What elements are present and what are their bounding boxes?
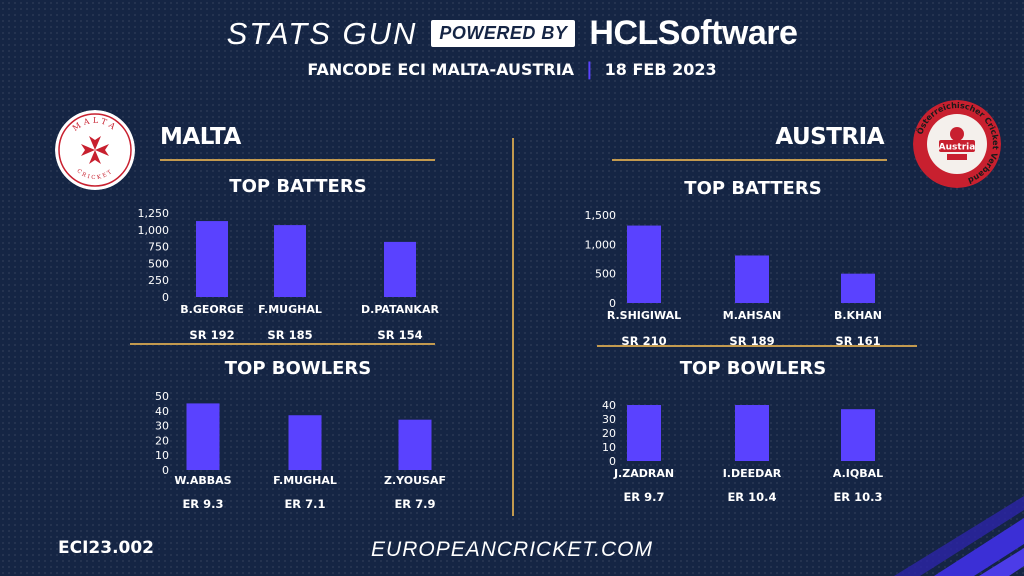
bar xyxy=(274,225,306,297)
malta-team-name: MALTA xyxy=(160,124,241,150)
bar xyxy=(735,255,769,303)
austria-section-divider xyxy=(597,345,917,347)
y-tick-label: 1,000 xyxy=(138,224,170,237)
y-tick-label: 10 xyxy=(155,449,169,462)
category-label: W.ABBAS xyxy=(174,474,231,487)
y-tick-label: 0 xyxy=(162,291,169,304)
y-tick-label: 0 xyxy=(609,455,616,468)
bar xyxy=(627,405,661,461)
footer-website-link[interactable]: EUROPEANCRICKET.COM xyxy=(371,538,653,561)
y-tick-label: 500 xyxy=(595,268,616,281)
category-label: D.PATANKAR xyxy=(361,303,439,316)
sponsor-logo-text: HCLSoftware xyxy=(589,14,798,52)
bar-sublabel: ER 9.7 xyxy=(623,490,664,504)
austria-batters-chart: 0 500 1,000 1,500 R.SHIGIWAL SR 210 M.AHSAN SR … xyxy=(585,209,883,348)
footer-code: ECI23.002 xyxy=(58,538,155,558)
bar-sublabel: SR 154 xyxy=(377,328,422,342)
header-banner: STATS GUN POWERED BY HCLSoftware xyxy=(0,14,1024,53)
bar xyxy=(186,403,220,470)
austria-team-name: AUSTRIA xyxy=(775,124,884,150)
y-tick-label: 0 xyxy=(162,464,169,477)
bar xyxy=(196,221,228,297)
category-label: I.DEEDAR xyxy=(723,467,782,480)
bar-sublabel: SR 210 xyxy=(621,334,666,348)
match-date: 18 FEB 2023 xyxy=(604,60,717,79)
malta-header-divider xyxy=(160,159,435,161)
center-divider xyxy=(512,138,514,516)
y-tick-label: 40 xyxy=(155,405,169,418)
bar xyxy=(384,241,416,297)
bar xyxy=(288,415,322,470)
category-label: F.MUGHAL xyxy=(273,474,337,487)
bar-sublabel: SR 192 xyxy=(189,328,234,342)
bar xyxy=(398,419,432,470)
austria-bowlers-title: TOP BOWLERS xyxy=(679,358,827,379)
y-tick-label: 1,500 xyxy=(585,209,617,222)
category-label: M.AHSAN xyxy=(723,309,782,322)
y-tick-label: 50 xyxy=(155,390,169,403)
austria-logo-badge: Austria xyxy=(939,143,976,153)
match-title: FANCODE ECI MALTA-AUSTRIA xyxy=(307,60,575,79)
y-tick-label: 750 xyxy=(148,241,169,254)
category-label: R.SHIGIWAL xyxy=(607,309,681,322)
bar-sublabel: ER 7.9 xyxy=(394,497,435,511)
bar-sublabel: ER 10.4 xyxy=(727,490,776,504)
bar-sublabel: ER 7.1 xyxy=(284,497,325,511)
y-tick-label: 1,000 xyxy=(585,238,617,251)
bar xyxy=(841,409,875,461)
austria-batters-title: TOP BATTERS xyxy=(684,178,822,199)
malta-cricket-logo: MALTA CRICKET xyxy=(55,110,135,190)
y-tick-label: 30 xyxy=(602,413,616,426)
maltese-cross-icon xyxy=(81,136,109,164)
match-info: FANCODE ECI MALTA-AUSTRIA | 18 FEB 2023 xyxy=(0,59,1024,80)
bar xyxy=(841,273,875,303)
y-tick-label: 0 xyxy=(609,297,616,310)
y-tick-label: 250 xyxy=(148,274,169,287)
y-tick-label: 500 xyxy=(148,257,169,270)
y-tick-label: 20 xyxy=(602,427,616,440)
y-tick-label: 30 xyxy=(155,420,169,433)
brand-title: STATS GUN xyxy=(226,15,418,51)
powered-by-badge: POWERED BY xyxy=(431,20,576,47)
y-tick-label: 20 xyxy=(155,434,169,447)
bar-sublabel: SR 189 xyxy=(729,334,774,348)
category-label: Z.YOUSAF xyxy=(384,474,446,487)
y-tick-label: 10 xyxy=(602,441,616,454)
category-label: A.IQBAL xyxy=(833,467,883,480)
category-label: B.KHAN xyxy=(834,309,882,322)
bar xyxy=(735,405,769,461)
malta-bowlers-title: TOP BOWLERS xyxy=(224,358,372,379)
bar-sublabel: SR 185 xyxy=(267,328,312,342)
y-tick-label: 1,250 xyxy=(138,207,170,220)
bar-sublabel: SR 161 xyxy=(835,334,880,348)
category-label: J.ZADRAN xyxy=(613,467,674,480)
austria-header-divider xyxy=(612,159,887,161)
bar-sublabel: ER 9.3 xyxy=(182,497,223,511)
malta-batters-chart: 0 250 500 750 1,000 1,250 B.GEORGE SR 192 F.MUGH… xyxy=(138,207,440,342)
category-label: F.MUGHAL xyxy=(258,303,322,316)
cricket-ball-icon xyxy=(950,127,964,141)
bar-sublabel: ER 10.3 xyxy=(833,490,882,504)
category-label: B.GEORGE xyxy=(180,303,243,316)
malta-batters-title: TOP BATTERS xyxy=(229,176,367,197)
decorative-stripes xyxy=(894,496,1024,576)
austria-cricket-logo: Österreichischer Cricket Verband Austria xyxy=(913,100,1001,188)
header-separator: | xyxy=(586,59,593,80)
bar xyxy=(627,225,661,303)
malta-section-divider xyxy=(130,343,435,345)
y-tick-label: 40 xyxy=(602,399,616,412)
